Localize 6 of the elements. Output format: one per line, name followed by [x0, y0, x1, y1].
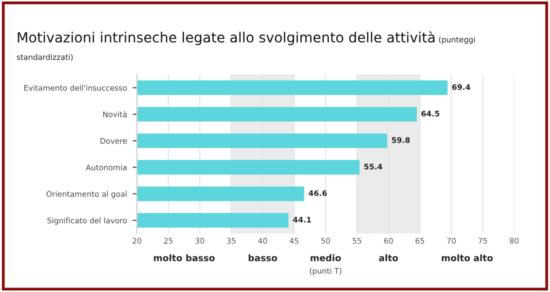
band-label: alto [379, 254, 398, 262]
chart-title: Motivazioni intrinseche legate allo svolgimento delle attività [18, 31, 434, 46]
text: molto alto [442, 254, 493, 262]
text: medio [310, 254, 341, 262]
text: molto basso [154, 254, 215, 262]
band-label: basso [248, 254, 278, 262]
